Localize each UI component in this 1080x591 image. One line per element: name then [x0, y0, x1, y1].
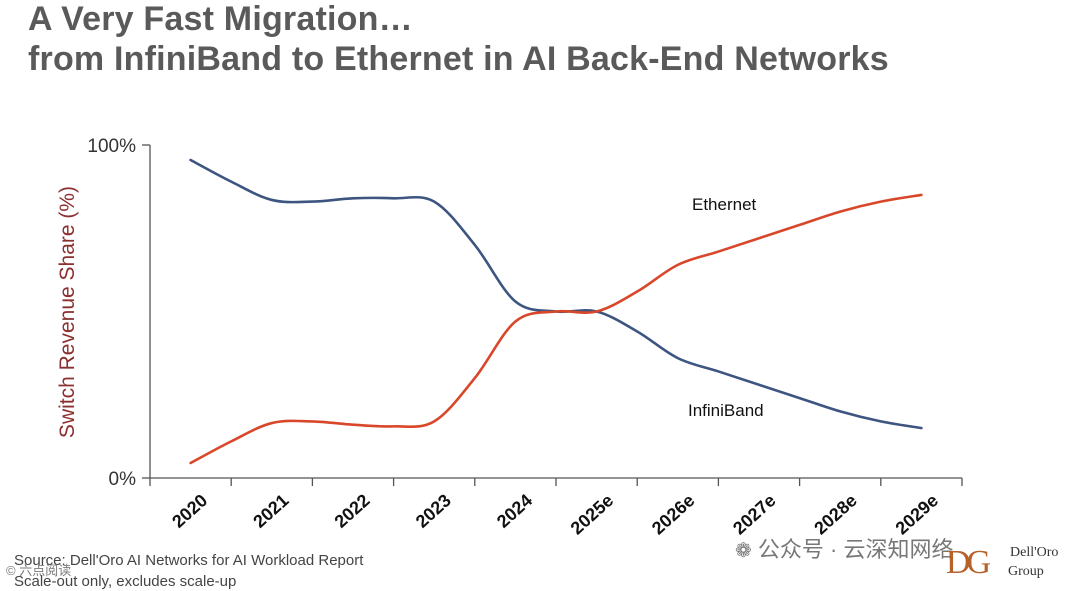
x-tick-label: 2026e	[648, 490, 699, 538]
wechat-watermark: ❁ 公众号 · 云深知网络	[735, 532, 953, 564]
series-line-infiniband	[189, 158, 923, 430]
scope-note: Scale-out only, excludes scale-up	[14, 573, 237, 590]
source-note: Source: Dell'Oro AI Networks for AI Work…	[14, 552, 364, 569]
legend-label-infiniband: InfiniBand	[688, 401, 764, 420]
logo-line-2: Group	[1008, 564, 1044, 579]
x-tick-label: 2024	[493, 490, 536, 532]
x-tick-label: 2025e	[567, 490, 618, 538]
y-tick-label-top: 100%	[87, 136, 136, 157]
x-tick-label: 2023	[412, 490, 455, 532]
small-watermark: © 六点阅读	[6, 563, 72, 578]
legend-label-ethernet: Ethernet	[692, 195, 757, 214]
title-line-1: A Very Fast Migration…	[28, 0, 413, 38]
series-line-ethernet	[189, 193, 923, 465]
wechat-watermark-text: 公众号 · 云深知网络	[757, 537, 954, 562]
y-tick-label-bottom: 0%	[109, 469, 137, 490]
chart-lines	[189, 158, 923, 465]
y-axis-label: Switch Revenue Share (%)	[56, 186, 79, 438]
logo-line-1: Dell'Oro	[1010, 545, 1059, 560]
wechat-icon: ❁	[735, 540, 752, 562]
dell-oro-logo: DG Dell'Oro Group	[946, 542, 1074, 588]
logo-mark: DG	[946, 544, 991, 581]
title-line-2: from InfiniBand to Ethernet in AI Back-E…	[28, 40, 889, 78]
x-tick-label: 2021	[249, 490, 292, 532]
x-tick-label: 2022	[331, 490, 374, 532]
x-tick-label: 2020	[168, 490, 211, 532]
chart-axes	[142, 144, 963, 486]
